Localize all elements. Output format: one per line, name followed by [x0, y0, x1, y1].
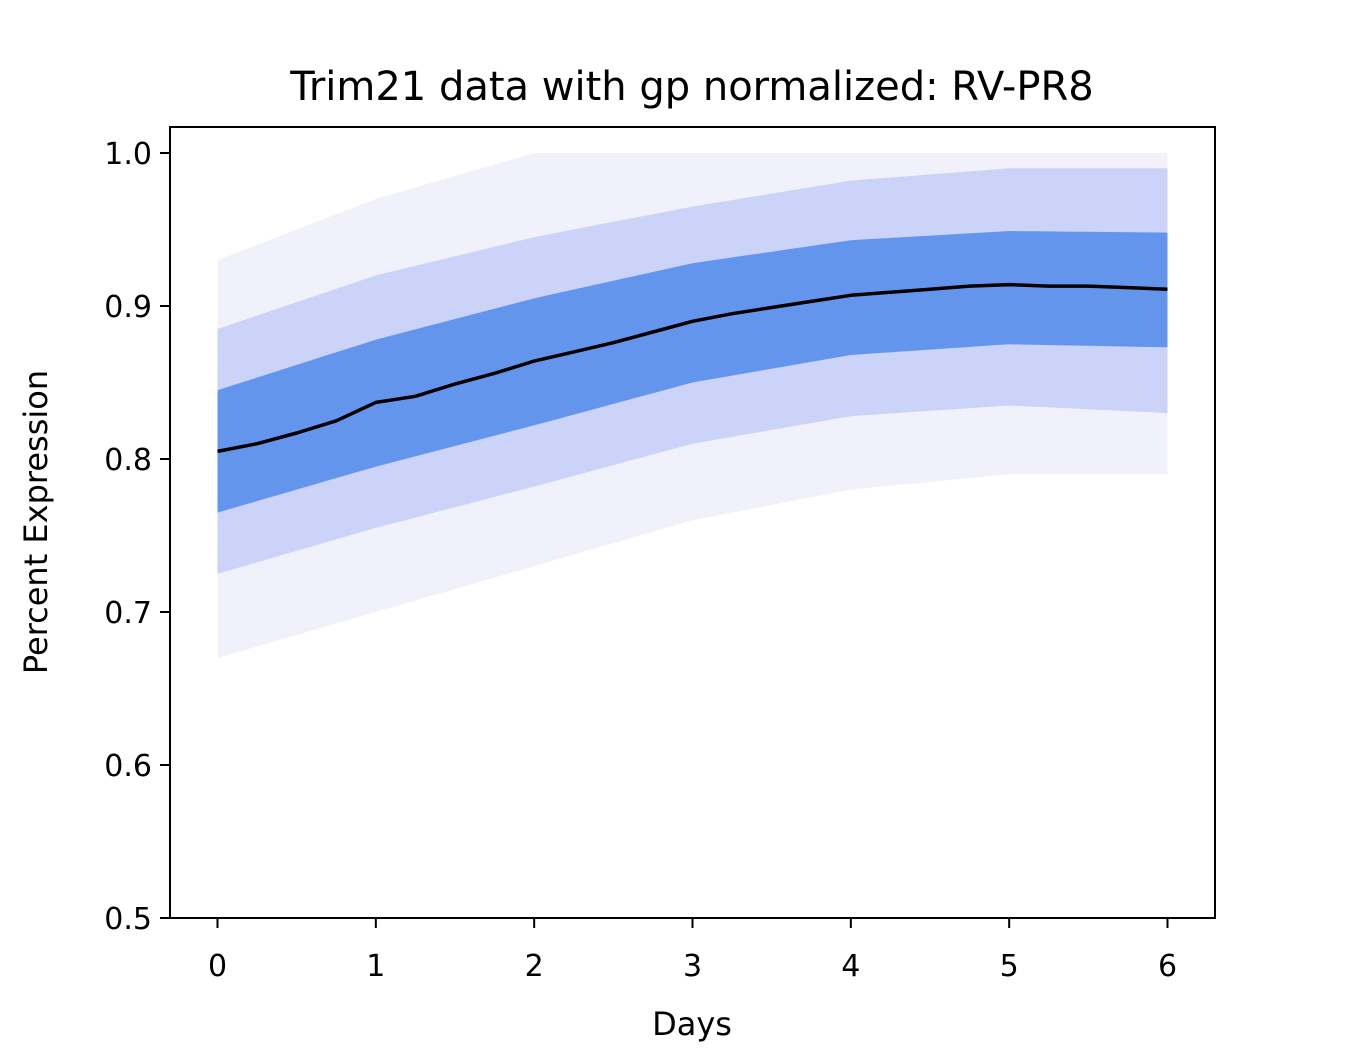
- x-axis-ticks: 0 1 2 3 4 5 6: [208, 918, 1177, 984]
- y-tick-label: 1.0: [104, 137, 152, 172]
- x-tick-label: 3: [683, 949, 702, 984]
- x-tick-label: 4: [841, 949, 860, 984]
- uncertainty-bands: [217, 153, 1168, 658]
- y-tick-label: 0.7: [104, 596, 152, 631]
- x-tick-label: 0: [208, 949, 227, 984]
- mean-series: [217, 282, 1168, 454]
- y-tick-label: 0.6: [104, 749, 152, 784]
- x-tick-label: 1: [366, 949, 385, 984]
- y-tick-label: 0.5: [104, 902, 152, 937]
- x-tick-label: 5: [1000, 949, 1019, 984]
- y-axis-ticks: 0.5 0.6 0.7 0.8 0.9 1.0: [104, 137, 170, 937]
- y-tick-label: 0.8: [104, 443, 152, 478]
- chart-title: Trim21 data with gp normalized: RV-PR8: [289, 64, 1093, 110]
- band-inner: [217, 231, 1168, 513]
- x-tick-label: 2: [525, 949, 544, 984]
- mean-line: [217, 282, 1168, 454]
- x-tick-label: 6: [1158, 949, 1177, 984]
- y-tick-label: 0.9: [104, 290, 152, 325]
- y-axis-label: Percent Expression: [17, 370, 55, 674]
- x-axis-label: Days: [652, 1005, 732, 1043]
